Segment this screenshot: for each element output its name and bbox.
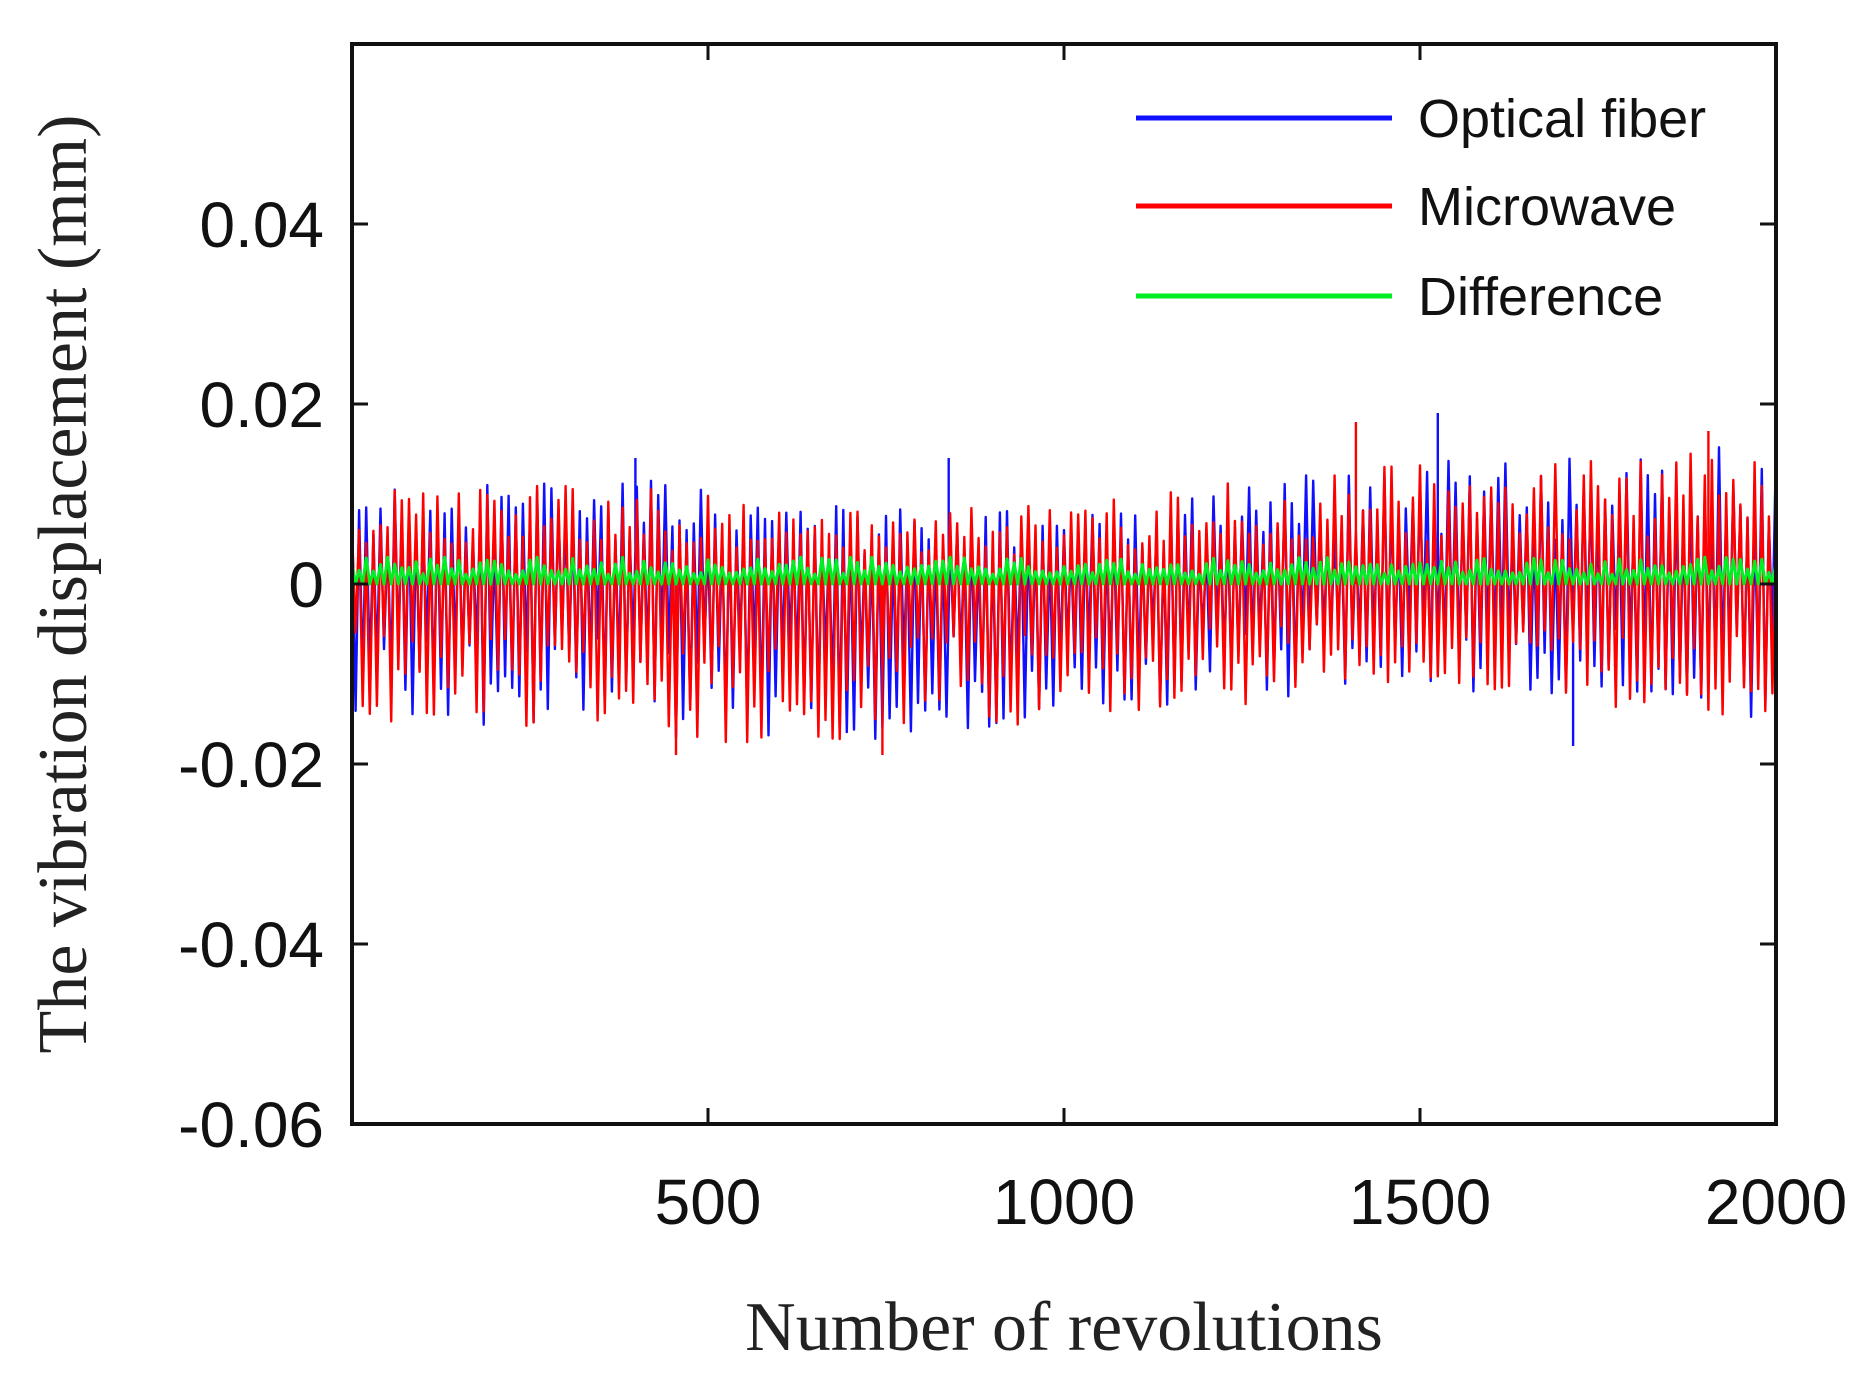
legend: Optical fiber Microwave Difference [1136,89,1706,327]
ticks-layer: -0.06 -0.04 -0.02 0 0.02 0.04 500 1000 1500 2000 [178,44,1847,1238]
x-tick-label: 2000 [1705,1166,1847,1238]
series-microwave [352,422,1776,755]
y-tick-label: 0.04 [199,189,324,261]
y-tick-label: -0.04 [178,909,324,981]
x-tick-label: 1500 [1349,1166,1491,1238]
legend-label: Difference [1418,267,1663,327]
series-difference [352,555,1776,586]
legend-label: Microwave [1418,177,1676,237]
series-layer [352,413,1776,755]
y-axis-label: The vibration displacement (mm) [25,115,102,1054]
y-tick-label: 0 [288,549,324,621]
x-axis-label: Number of revolutions [745,1289,1383,1366]
y-tick-label: 0.02 [199,369,324,441]
y-tick-label: -0.06 [178,1089,324,1161]
x-tick-label: 1000 [993,1166,1135,1238]
x-tick-label: 500 [655,1166,762,1238]
y-tick-label: -0.02 [178,729,324,801]
legend-label: Optical fiber [1418,89,1706,149]
